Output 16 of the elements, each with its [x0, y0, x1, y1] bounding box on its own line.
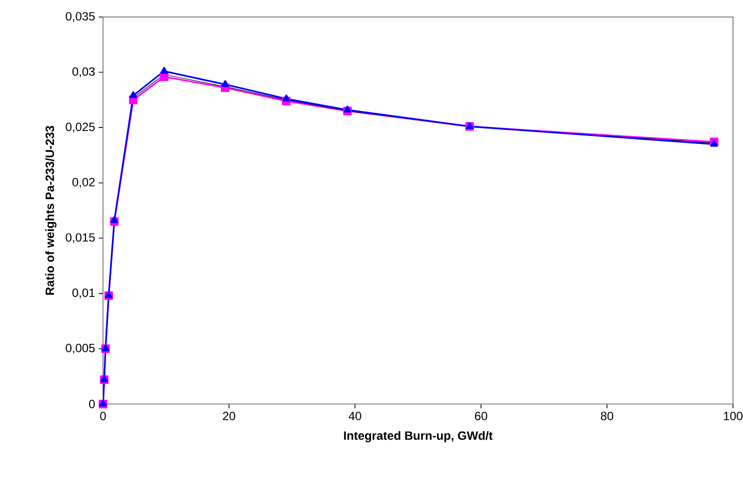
x-tick-label: 40 — [348, 412, 362, 420]
y-tick-label: 0,035 — [66, 12, 95, 22]
y-tick-label: 0,025 — [66, 122, 95, 133]
y-tick-label: 0,02 — [72, 178, 95, 188]
y-tick-label: 0,005 — [66, 344, 95, 354]
y-tick-label: 0,01 — [72, 288, 95, 298]
y-tick-label: 0 — [89, 400, 95, 408]
x-tick-label: 20 — [222, 412, 236, 420]
x-tick-label: 100 — [724, 412, 743, 420]
x-axis-title: Integrated Burn-up, GWd/t — [344, 431, 493, 442]
x-tick-label: 0 — [100, 412, 106, 420]
y-tick-label: 0,015 — [66, 233, 95, 244]
x-tick-label: 80 — [600, 412, 614, 420]
y-axis-title: Ratio of weights Pa-233/U-233 — [45, 126, 56, 295]
x-tick-label: 60 — [474, 412, 488, 420]
y-tick-label: 0,03 — [72, 67, 95, 78]
